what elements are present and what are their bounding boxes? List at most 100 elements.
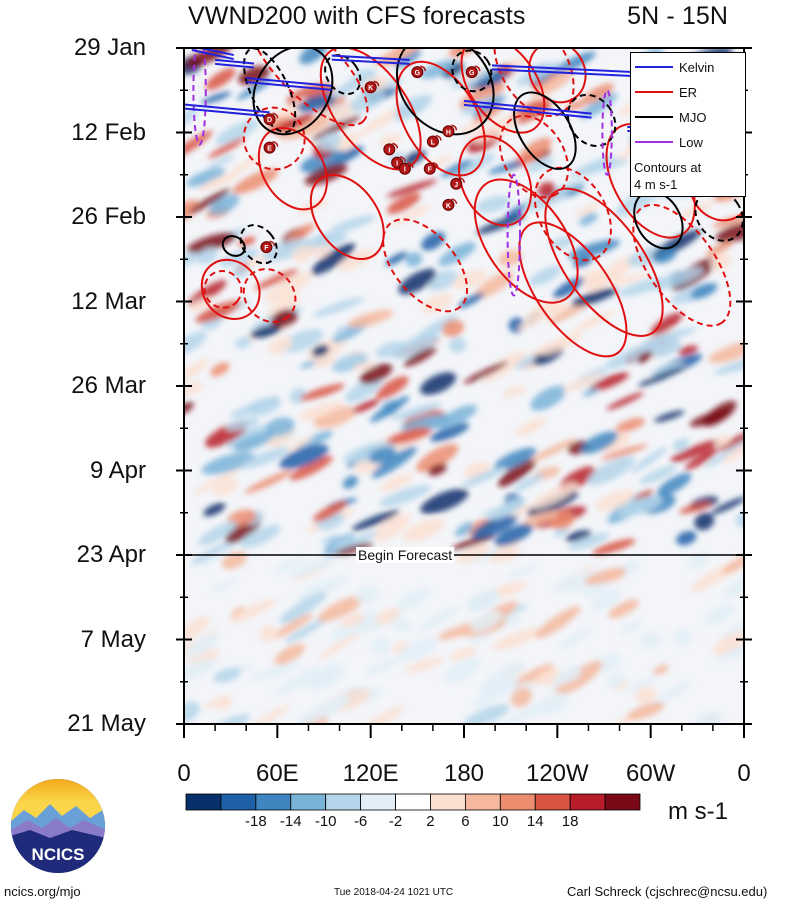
anomaly-blob — [451, 153, 495, 179]
y-tick-label: 23 Apr — [76, 541, 146, 568]
anomaly-blob — [201, 451, 255, 475]
kelvin-line — [463, 103, 592, 119]
region-label: 5N - 15N — [627, 2, 728, 30]
kelvin-line — [184, 107, 270, 118]
anomaly-blob — [404, 656, 445, 673]
anomaly-blob — [184, 632, 220, 659]
anomaly-blob — [265, 417, 295, 437]
anomaly-blob — [530, 385, 567, 411]
storm-letter: F — [264, 245, 269, 252]
colorbar-units: m s-1 — [668, 798, 728, 825]
legend-entry-er: ER — [635, 84, 697, 100]
mjo-contour — [395, 48, 495, 136]
anomaly-blob — [311, 115, 361, 141]
anomaly-blob — [250, 324, 283, 339]
storm-swirl — [420, 65, 427, 72]
anomaly-blob — [651, 327, 698, 343]
anomaly-blob — [558, 627, 592, 650]
footer-website[interactable]: ncics.org/mjo — [4, 884, 81, 899]
anomaly-blob — [317, 595, 365, 622]
anomaly-blob — [379, 485, 431, 507]
legend-entry-mjo: MJO — [635, 109, 706, 125]
anomaly-blob — [581, 83, 614, 105]
anomaly-blob — [514, 356, 535, 370]
anomaly-blob — [536, 692, 570, 716]
anomaly-blob — [400, 413, 450, 431]
anomaly-blob — [618, 277, 668, 297]
anomaly-blob — [579, 212, 598, 226]
anomaly-blob — [705, 603, 736, 625]
storm-letter: G — [415, 70, 421, 77]
storm-marker: G — [411, 65, 427, 79]
footer-timestamp: Tue 2018-04-24 1021 UTC — [334, 887, 454, 898]
anomaly-blob — [518, 137, 552, 164]
anomaly-blob — [634, 489, 654, 501]
colorbar-swatch — [290, 793, 327, 811]
colorbar-swatch — [464, 793, 501, 811]
anomaly-blob — [232, 168, 279, 195]
legend-note: Contours at 4 m s-1 — [634, 159, 701, 193]
anomaly-blob — [184, 659, 216, 682]
y-tick-label: 12 Mar — [71, 287, 146, 315]
anomaly-blob — [539, 332, 583, 355]
storm-letter: F — [428, 167, 433, 174]
anomaly-blob — [502, 386, 526, 398]
anomaly-blob — [497, 458, 537, 487]
anomaly-blob — [226, 417, 259, 431]
y-tick-label: 29 Jan — [73, 34, 146, 61]
anomaly-blob — [492, 628, 541, 651]
colorbar-swatch — [220, 793, 257, 811]
anomaly-blob — [461, 466, 506, 488]
anomaly-blob — [249, 397, 281, 416]
anomaly-blob — [610, 272, 651, 286]
anomaly-blob — [395, 622, 413, 633]
anomaly-blob — [516, 417, 546, 436]
anomaly-blob — [717, 431, 744, 452]
anomaly-blob — [238, 236, 256, 247]
anomaly-blob — [715, 434, 731, 447]
colorbar-label: -10 — [314, 813, 337, 830]
storm-marker-icon — [426, 135, 439, 148]
colorbar-label: -6 — [353, 813, 368, 830]
anomaly-blob — [279, 444, 329, 470]
anomaly-blob — [188, 280, 227, 306]
anomaly-blob — [184, 616, 210, 641]
storm-letter: E — [267, 146, 272, 153]
anomaly-blob — [684, 448, 719, 471]
y-tick-label: 12 Feb — [71, 118, 146, 146]
anomaly-blob — [467, 589, 501, 611]
x-tick-label: 0 — [177, 760, 191, 787]
anomaly-blob — [333, 536, 358, 553]
anomaly-blob — [708, 341, 744, 364]
kelvin-line — [331, 58, 410, 65]
anomaly-blob — [654, 410, 685, 423]
storm-marker: G — [465, 65, 481, 79]
x-tick-label: 180 — [443, 760, 485, 787]
storm-letter: I — [404, 167, 406, 174]
anomaly-blob — [371, 446, 418, 479]
kelvin-line — [331, 54, 410, 61]
storm-letter: K — [368, 85, 373, 92]
anomaly-blob — [184, 331, 207, 355]
colorbar-swatch — [325, 793, 362, 811]
er-contour — [248, 48, 369, 127]
anomaly-blob — [397, 637, 438, 661]
anomaly-blob — [289, 455, 333, 481]
anomaly-blob — [405, 252, 423, 267]
y-tick-label: 21 May — [67, 710, 146, 737]
ncics-logo-icon[interactable]: NCICS — [10, 778, 106, 874]
x-tick-label: 0 — [737, 760, 751, 787]
anomaly-blob — [375, 376, 409, 400]
storm-letter: H — [446, 129, 451, 136]
anomaly-blob — [584, 567, 627, 585]
anomaly-blob — [514, 473, 545, 492]
colorbar-swatch — [395, 793, 431, 811]
legend-entry-kelvin: Kelvin — [635, 59, 714, 75]
anomaly-blob — [438, 241, 477, 267]
anomaly-blob — [207, 137, 246, 159]
anomaly-blob — [420, 488, 469, 514]
anomaly-blob — [449, 647, 477, 661]
er-contour — [533, 166, 612, 262]
legend-label: Kelvin — [679, 59, 715, 75]
anomaly-blob — [535, 605, 581, 639]
